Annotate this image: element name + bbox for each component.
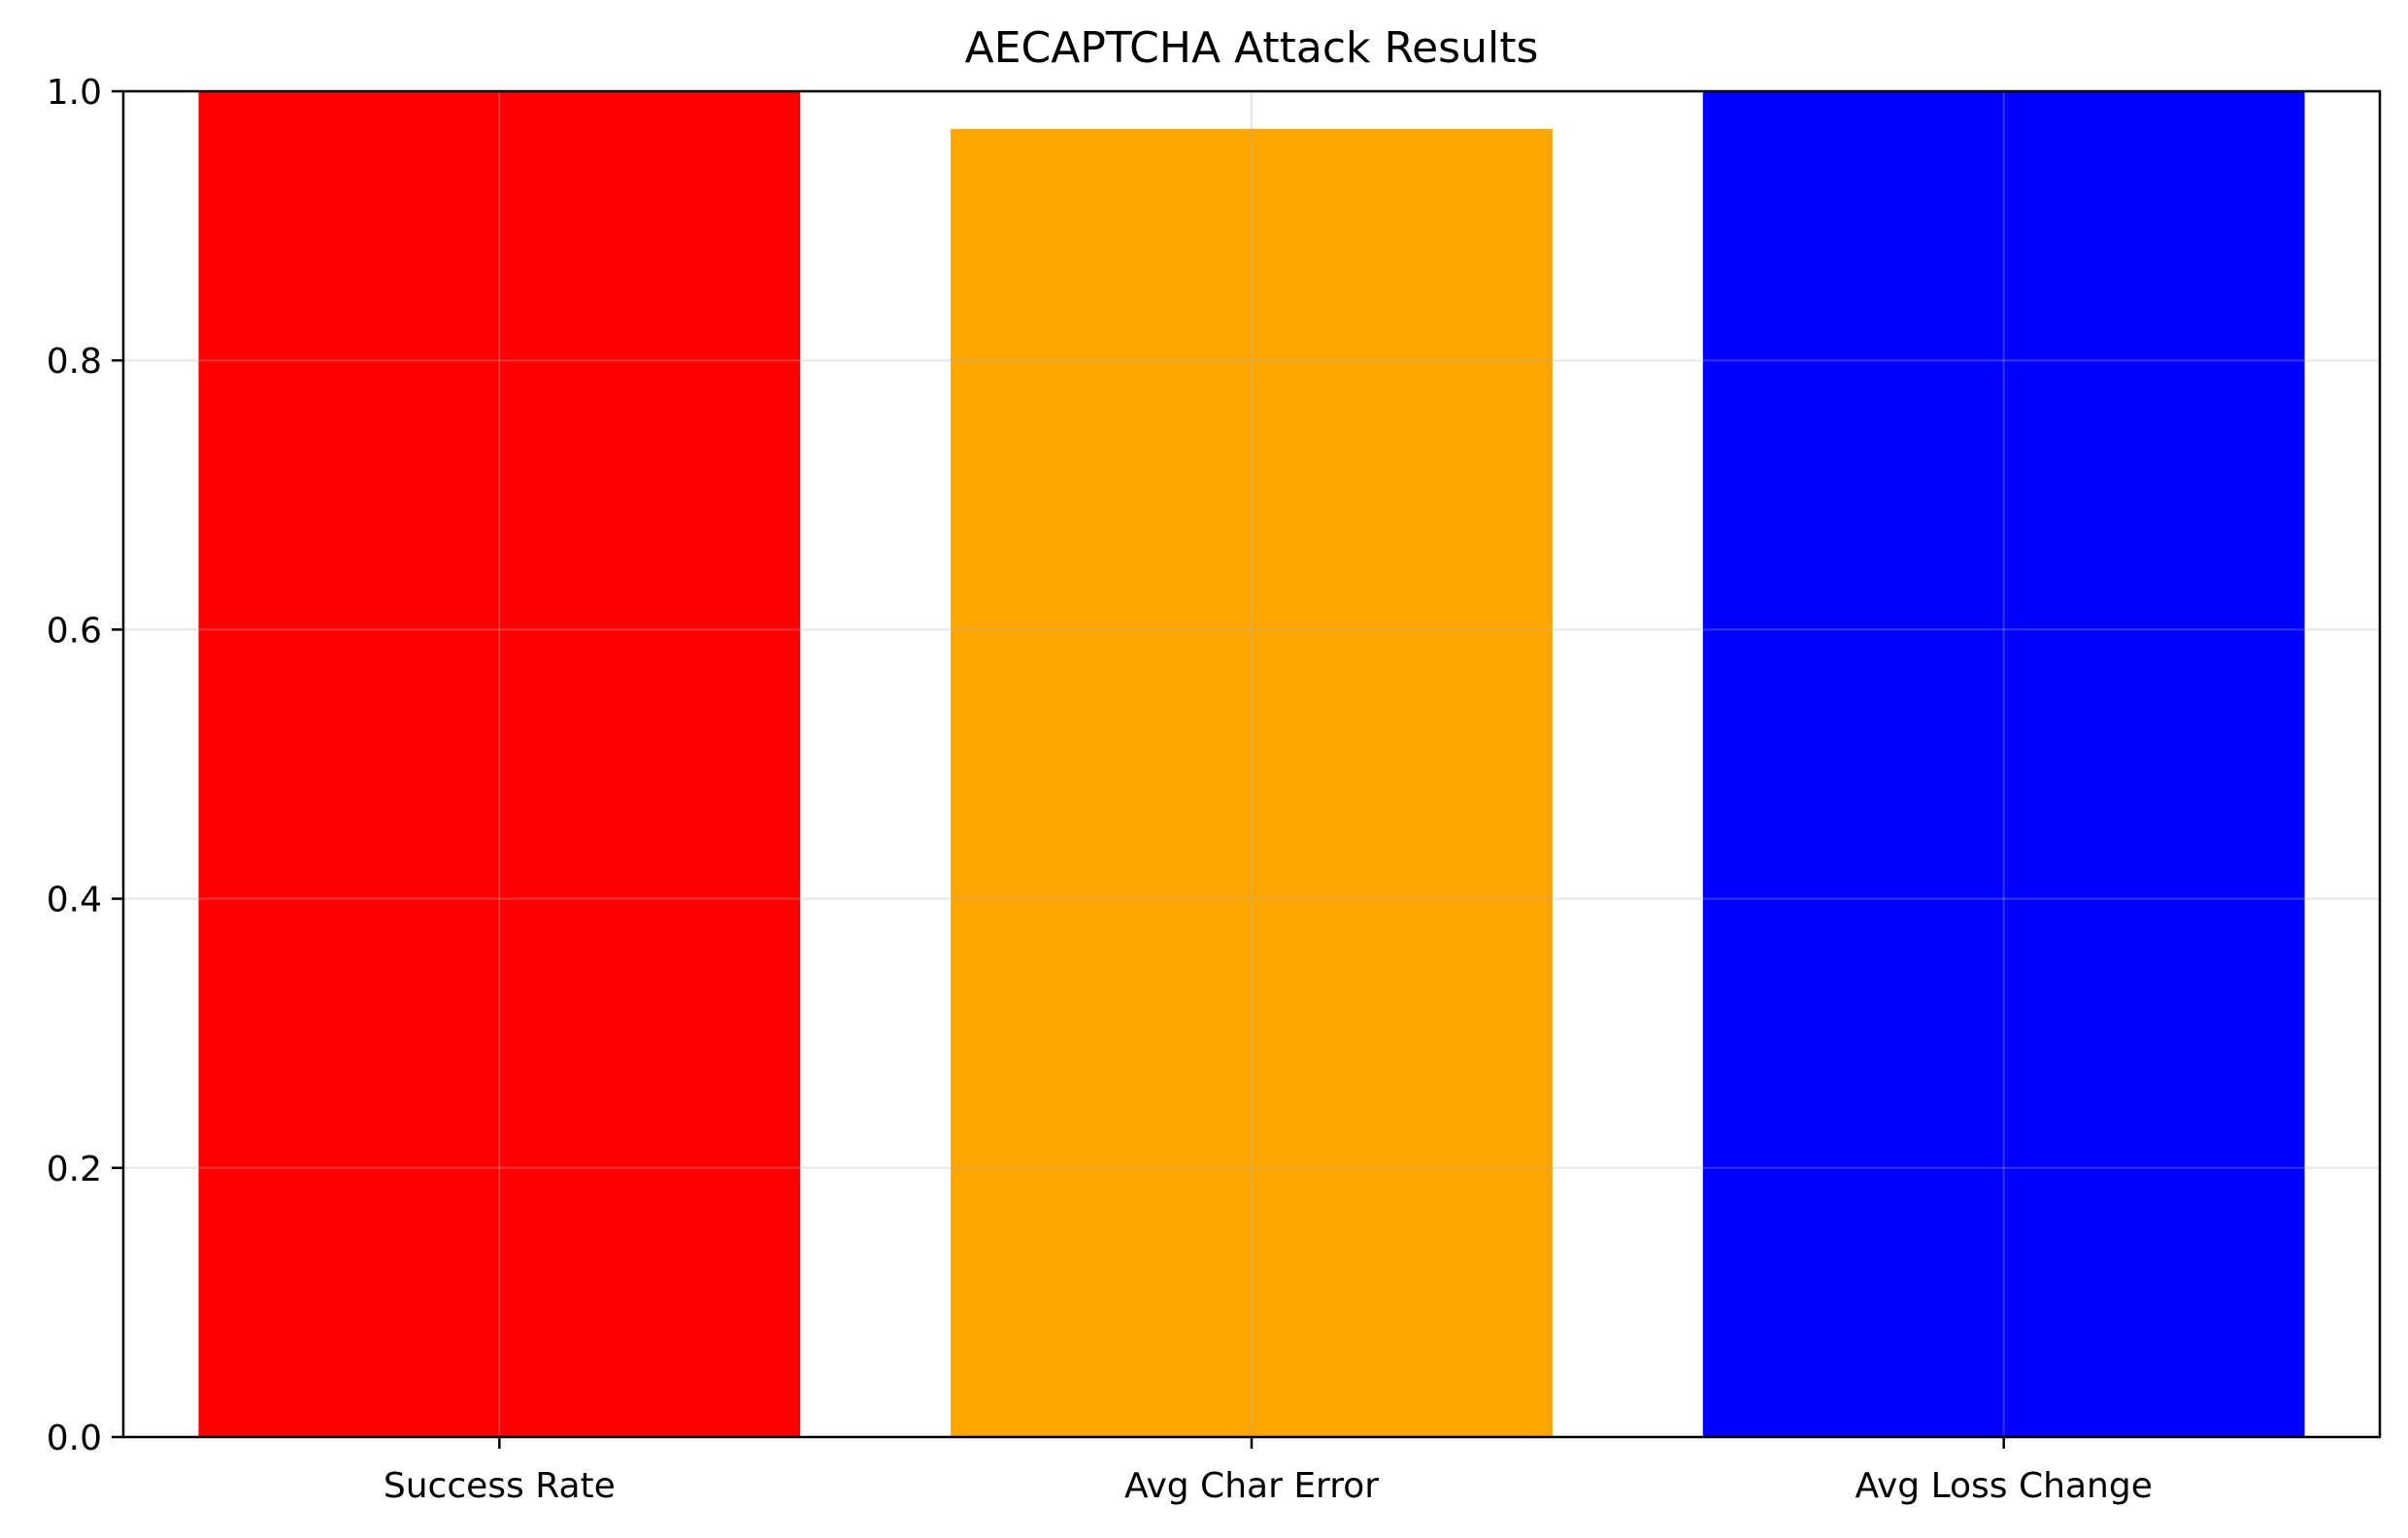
bar-success-rate [198, 91, 801, 1437]
bar-avg-char-error [951, 128, 1553, 1438]
y-tick-label-3: 0.6 [47, 611, 102, 651]
bars-layer [198, 91, 2305, 1438]
y-tick-label-2: 0.4 [47, 881, 102, 920]
x-tick-label-2: Avg Loss Change [1855, 1466, 2152, 1506]
bar-avg-loss-change [1702, 91, 2305, 1437]
y-tick-label-1: 0.2 [47, 1150, 102, 1189]
y-tick-label-0: 0.0 [47, 1419, 102, 1458]
axes-layer: 0.0 0.2 0.4 0.6 0.8 1.0 Success Rate Avg Char E… [47, 73, 2382, 1506]
x-tick-label-0: Success Rate [384, 1466, 616, 1506]
y-tick-label-5: 1.0 [47, 73, 102, 113]
x-tick-label-1: Avg Char Error [1124, 1466, 1379, 1506]
chart-title: AECAPTCHA Attack Results [965, 23, 1539, 73]
y-tick-label-4: 0.8 [47, 342, 102, 382]
